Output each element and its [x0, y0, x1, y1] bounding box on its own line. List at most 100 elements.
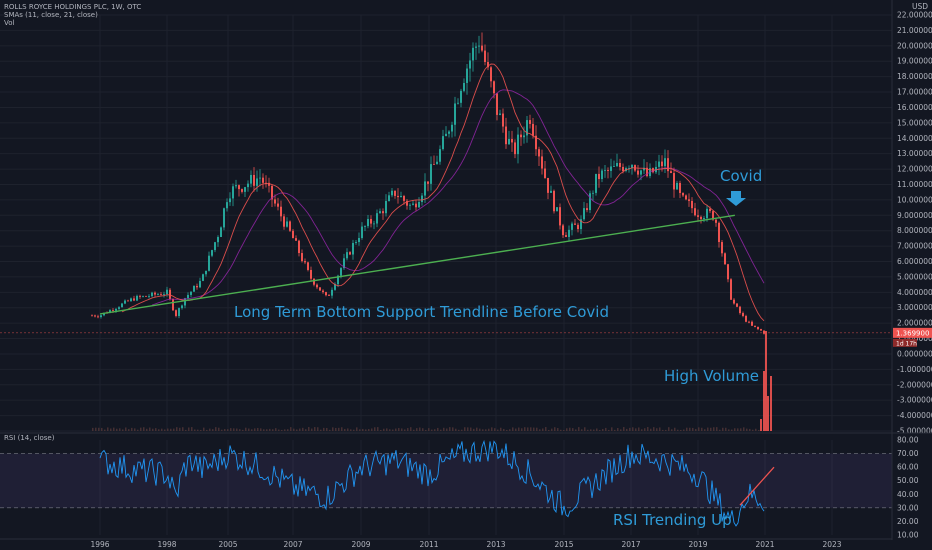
time-tick-label: 2017: [621, 540, 640, 549]
volume-bar: [554, 427, 556, 431]
price-candle: [358, 237, 360, 243]
volume-bar: [605, 427, 607, 431]
price-candle: [466, 68, 468, 83]
volume-bar: [212, 429, 214, 431]
price-candle: [337, 275, 339, 285]
price-tick-label: 0.000000: [897, 349, 932, 358]
volume-bar: [449, 427, 451, 431]
volume-bar: [500, 427, 502, 431]
price-candle: [532, 123, 534, 136]
volume-bar: [551, 428, 553, 431]
volume-bar: [461, 429, 463, 431]
volume-bar: [287, 429, 289, 431]
price-candle: [103, 312, 105, 316]
price-candle: [244, 187, 246, 192]
volume-bar: [122, 429, 124, 431]
price-candle: [220, 227, 222, 238]
rsi-tick-label: 80.00: [897, 436, 919, 445]
price-candle: [100, 315, 102, 318]
price-candle: [733, 299, 735, 304]
volume-bar: [440, 429, 442, 431]
volume-bar: [335, 427, 337, 431]
volume-bar: [206, 429, 208, 431]
price-candle: [346, 252, 348, 259]
volume-bar: [464, 427, 466, 431]
volume-bar: [209, 428, 211, 431]
price-candle: [631, 165, 633, 169]
covid-annotation: Covid: [720, 167, 763, 185]
volume-bar: [698, 427, 700, 431]
volume-bar: [260, 428, 262, 431]
price-candle: [559, 207, 561, 226]
price-tick-label: 5.000000: [897, 272, 932, 281]
candlesticks[interactable]: [91, 32, 765, 335]
price-candle: [505, 126, 507, 145]
volume-bar: [737, 428, 739, 431]
volume-bar: [281, 429, 283, 431]
rsi-tick-label: 10.00: [897, 531, 919, 540]
volume-bar: [158, 429, 160, 431]
volume-bar: [359, 429, 361, 431]
price-candle: [283, 216, 285, 227]
time-tick-label: 2019: [688, 540, 707, 549]
volume-bar: [308, 427, 310, 431]
volume-bar: [407, 428, 409, 431]
volume-bar: [248, 428, 250, 431]
price-tick-label: -2.000000: [897, 380, 932, 389]
volume-bar: [341, 427, 343, 431]
volume-bar: [290, 427, 292, 431]
price-candle: [445, 133, 447, 137]
price-candle: [262, 177, 264, 183]
volume-bar: [146, 428, 148, 431]
volume-bar: [173, 428, 175, 431]
volume-bar: [725, 427, 727, 431]
price-candle: [541, 156, 543, 169]
price-candle: [382, 211, 384, 214]
volume-bar: [740, 428, 742, 431]
price-candle: [289, 221, 291, 231]
rsi-tick-label: 40.00: [897, 490, 919, 499]
price-candle: [439, 149, 441, 162]
price-candle: [637, 170, 639, 175]
volume-bar: [578, 427, 580, 431]
rsi-pane[interactable]: [0, 439, 892, 527]
price-candle: [517, 134, 519, 155]
price-candle: [586, 208, 588, 211]
price-candle: [688, 199, 690, 201]
volume-bar: [134, 428, 136, 431]
price-candle: [562, 225, 564, 236]
price-candle: [403, 196, 405, 201]
price-candle: [94, 315, 96, 317]
price-candle: [442, 136, 444, 150]
volume-bar: [722, 427, 724, 431]
grid-layer: [0, 14, 892, 535]
volume-bar: [434, 429, 436, 431]
price-candle: [424, 181, 426, 196]
volume-bar: [704, 429, 706, 431]
price-candle: [721, 242, 723, 254]
price-candle: [367, 218, 369, 227]
price-candle: [754, 325, 756, 327]
price-candle: [619, 162, 621, 167]
volume-bar: [182, 427, 184, 431]
price-candle: [682, 192, 684, 196]
price-tick-label: 6.000000: [897, 257, 932, 266]
price-candle: [313, 278, 315, 285]
price-candle: [553, 190, 555, 212]
price-candle: [325, 292, 327, 296]
volume-bar: [425, 429, 427, 431]
volume-bar: [362, 428, 364, 431]
support-trendline: [99, 214, 735, 315]
volume-bar: [689, 427, 691, 431]
volume-bar: [587, 429, 589, 431]
volume-bar: [272, 429, 274, 431]
price-candle: [469, 60, 471, 69]
price-tick-label: 1.000000: [897, 334, 932, 343]
volume-bar: [665, 429, 667, 431]
price-candle: [145, 295, 147, 297]
volume-bar: [710, 427, 712, 431]
price-candle: [760, 329, 762, 331]
price-candle: [175, 310, 177, 316]
volume-bar: [638, 427, 640, 431]
price-candle: [397, 195, 399, 198]
